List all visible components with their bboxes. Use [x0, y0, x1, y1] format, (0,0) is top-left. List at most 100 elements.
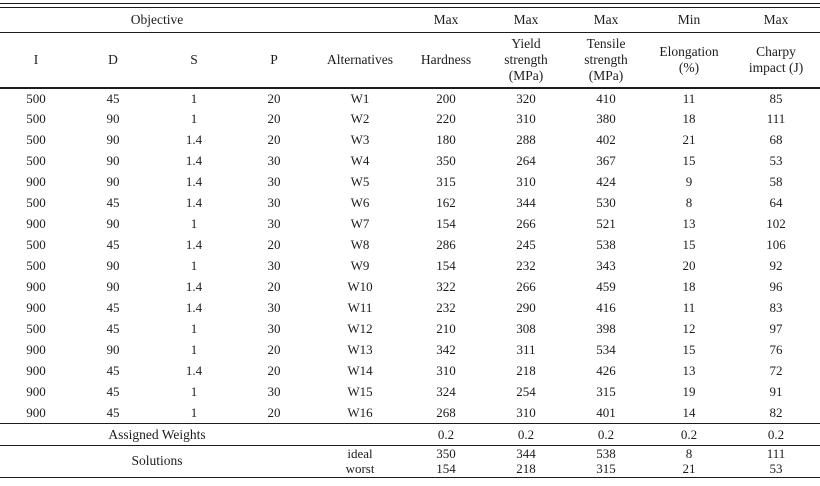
cell: 1	[190, 384, 198, 399]
cell: 500	[26, 111, 46, 126]
cell: 90	[106, 111, 120, 126]
optimization-header: Min	[677, 12, 701, 27]
cell: 11	[682, 90, 696, 106]
cell: W9	[350, 258, 370, 273]
cell: W6	[350, 195, 370, 210]
cell: 92	[769, 258, 783, 273]
column-header-elongation: Elongation (%)	[659, 43, 719, 75]
cell: 15	[682, 342, 696, 357]
cell: 68	[769, 132, 783, 147]
table-row: 900 90 1.4 30 W5 315 310 424 9 58	[0, 172, 820, 193]
cell: 58	[769, 174, 783, 189]
cell: 53	[769, 153, 783, 168]
ideal-value: 350	[436, 445, 456, 461]
cell: 900	[26, 342, 46, 357]
cell: W15	[347, 384, 373, 399]
cell: 900	[26, 216, 46, 231]
cell: 30	[267, 216, 281, 231]
cell: 83	[769, 300, 783, 315]
cell: 290	[516, 300, 536, 315]
cell: 342	[436, 342, 456, 357]
cell: W2	[350, 111, 370, 126]
cell: 266	[516, 216, 536, 231]
table-row: 500 90 1 30 W9 154 232 343 20 92	[0, 256, 820, 277]
cell: 20	[267, 90, 281, 106]
cell: 91	[769, 384, 783, 399]
cell: 45	[106, 300, 120, 315]
cell: 85	[769, 90, 783, 106]
cell: W8	[350, 237, 370, 252]
cell: 500	[26, 195, 46, 210]
cell: 398	[596, 321, 616, 336]
cell: 900	[26, 300, 46, 315]
column-header-I: I	[33, 51, 39, 67]
cell: 900	[26, 363, 46, 378]
cell: 266	[516, 279, 536, 294]
cell: 20	[267, 342, 281, 357]
cell: 90	[106, 132, 120, 147]
cell: 218	[516, 363, 536, 378]
table-row: 900 90 1 20 W13 342 311 534 15 76	[0, 340, 820, 361]
weight-cell: 0.2	[597, 426, 615, 442]
cell: 500	[26, 321, 46, 336]
table-row: 500 45 1.4 20 W8 286 245 538 15 106	[0, 235, 820, 256]
assigned-weights-label: Assigned Weights	[108, 426, 206, 442]
column-header-S: S	[190, 51, 198, 67]
cell: 245	[516, 237, 536, 252]
ideal-label: ideal	[347, 445, 373, 461]
cell: 90	[106, 258, 120, 273]
cell: 30	[267, 300, 281, 315]
cell: 1.4	[185, 153, 203, 168]
cell: 12	[682, 321, 696, 336]
cell: 410	[596, 90, 616, 106]
cell: 20	[267, 279, 281, 294]
table-top-double-rule	[0, 3, 820, 7]
cell: 30	[267, 321, 281, 336]
cell: 154	[436, 258, 456, 273]
cell: 30	[267, 258, 281, 273]
ideal-value: 344	[516, 445, 536, 461]
cell: 900	[26, 174, 46, 189]
cell: 1	[190, 90, 198, 106]
table-footer: Assigned Weights 0.2 0.2 0.2 0.2 0.2 Sol…	[0, 423, 820, 478]
worst-label: worst	[345, 461, 375, 477]
cell: 315	[436, 174, 456, 189]
cell: 1.4	[185, 195, 203, 210]
cell: 90	[106, 216, 120, 231]
cell: 521	[596, 216, 616, 231]
table-row: 500 45 1 30 W12 210 308 398 12 97	[0, 319, 820, 340]
cell: 20	[267, 363, 281, 378]
assigned-weights-row: Assigned Weights 0.2 0.2 0.2 0.2 0.2	[0, 423, 820, 446]
cell: 402	[596, 132, 616, 147]
cell: 15	[682, 237, 696, 252]
column-header-P: P	[270, 51, 278, 67]
cell: 200	[436, 90, 456, 106]
objective-header: Objective	[130, 12, 184, 27]
cell: 45	[106, 384, 120, 399]
optimization-header: Max	[593, 12, 619, 27]
cell: 232	[436, 300, 456, 315]
table-row: 500 45 1 20 W1 200 320 410 11 85	[0, 88, 820, 109]
cell: W5	[350, 174, 370, 189]
cell: 13	[682, 363, 696, 378]
cell: 45	[106, 404, 120, 420]
cell: 324	[436, 384, 456, 399]
weight-cell: 0.2	[517, 426, 535, 442]
cell: 102	[766, 216, 786, 231]
table-row: 500 90 1 20 W2 220 310 380 18 111	[0, 109, 820, 130]
cell: 18	[682, 111, 696, 126]
column-header-D: D	[108, 51, 118, 67]
cell: 162	[436, 195, 456, 210]
cell: 210	[436, 321, 456, 336]
worst-value: 21	[682, 461, 696, 477]
cell: 30	[267, 153, 281, 168]
cell: 232	[516, 258, 536, 273]
column-header-tensile-strength: Tensile strength (MPa)	[584, 35, 628, 83]
cell: W7	[350, 216, 370, 231]
cell: 45	[106, 90, 120, 106]
cell: W14	[347, 363, 373, 378]
cell: 424	[596, 174, 616, 189]
cell: 1.4	[185, 300, 203, 315]
cell: 90	[106, 342, 120, 357]
